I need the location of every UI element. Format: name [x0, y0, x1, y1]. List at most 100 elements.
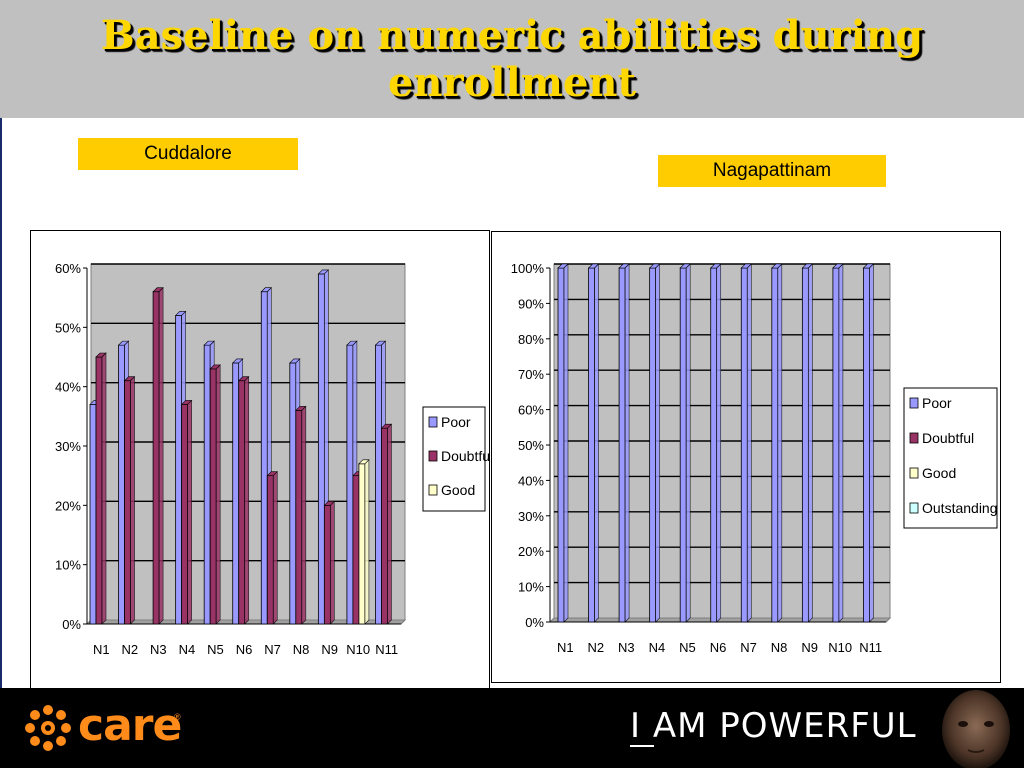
bar: [232, 362, 240, 625]
bar-side: [838, 263, 844, 623]
x-tick-label: N10: [346, 642, 370, 657]
legend-label: Doubtful: [922, 430, 974, 446]
legend-swatch: [909, 502, 919, 514]
bar: [801, 267, 809, 623]
bar: [89, 404, 97, 625]
slogan-text: I AM POWERFUL: [630, 706, 917, 746]
legend-label: Good: [441, 482, 475, 498]
slide-title: Baseline on numeric abilities during enr…: [100, 12, 924, 106]
y-tick-label: 80%: [518, 332, 544, 347]
bar: [317, 273, 325, 625]
x-tick-label: N6: [710, 640, 727, 655]
bar: [740, 267, 748, 623]
bar: [588, 267, 595, 623]
x-tick-label: N9: [801, 640, 818, 655]
legend-swatch: [909, 432, 919, 444]
bar-side: [130, 376, 135, 625]
y-tick-label: 60%: [518, 403, 544, 418]
bar: [209, 368, 217, 625]
nagapattinam-chart-frame: 0% 10% 20% 30% 40% 50% 60% 70% 80% 90% 100% N1 N2 N3 N…: [491, 231, 1001, 683]
legend-swatch: [909, 397, 919, 409]
bar: [323, 504, 331, 625]
bar-side: [244, 376, 250, 625]
y-tick-label: 0%: [525, 615, 544, 630]
bar: [358, 463, 366, 625]
legend-swatch: [428, 484, 438, 496]
x-tick-label: N10: [828, 640, 852, 655]
bar: [352, 475, 360, 625]
x-tick-label: N2: [588, 640, 605, 655]
bar-side: [808, 263, 813, 623]
x-tick-label: N6: [236, 642, 253, 657]
bar: [175, 315, 183, 625]
y-tick-label: 20%: [55, 498, 81, 513]
bar-side: [716, 263, 722, 623]
bar: [832, 267, 840, 623]
bar: [203, 344, 211, 625]
care-trademark: ®: [174, 712, 181, 722]
y-tick-label: 70%: [518, 367, 544, 382]
legend-swatch: [428, 450, 438, 462]
x-tick-label: N11: [375, 642, 398, 657]
y-tick-label: 10%: [55, 558, 81, 573]
bar: [771, 267, 779, 623]
y-tick-label: 50%: [518, 438, 544, 453]
legend-label: Poor: [441, 414, 471, 430]
nagapattinam-chart: 0% 10% 20% 30% 40% 50% 60% 70% 80% 90% 100% N1 N2 N3 N…: [511, 261, 998, 655]
bar-side: [685, 263, 691, 623]
bar: [863, 267, 870, 623]
x-tick-label: N7: [264, 642, 281, 657]
legend-swatch: [909, 467, 919, 479]
x-tick-label: N1: [557, 640, 574, 655]
legend-swatch: [428, 416, 438, 428]
x-tick-label: N8: [293, 642, 310, 657]
bar: [124, 380, 131, 625]
bar: [181, 404, 189, 625]
y-tick-label: 50%: [55, 320, 81, 335]
x-tick-label: N4: [649, 640, 666, 655]
x-tick-label: N7: [740, 640, 757, 655]
care-brand-text: care: [78, 700, 182, 751]
x-tick-label: N5: [679, 640, 696, 655]
slide-header: [0, 0, 1024, 118]
y-tick-label: 0%: [62, 617, 81, 632]
legend-label: Good: [922, 465, 956, 481]
bar-side: [215, 364, 221, 625]
cuddalore-chart-frame: 0% 10% 20% 30% 40% 50% 60% N1 N2 N3 N4 N5 N6 N7 N8 N9 N1…: [30, 230, 490, 689]
bar-side: [594, 263, 599, 623]
y-tick-label: 20%: [518, 544, 544, 559]
bar-side: [364, 459, 370, 625]
y-tick-label: 40%: [518, 473, 544, 488]
footer-bar: [0, 688, 1024, 768]
cuddalore-chart: 0% 10% 20% 30% 40% 50% 60% N1 N2 N3 N4 N5 N6 N7 N8 N9 N1…: [55, 261, 489, 657]
bar: [289, 362, 297, 625]
bar-side: [101, 352, 107, 625]
slogan-underline: [630, 745, 654, 747]
x-tick-label: N11: [859, 640, 882, 655]
bar: [710, 267, 718, 623]
legend-box: [903, 387, 998, 529]
bar: [679, 267, 687, 623]
bar-side: [869, 263, 874, 623]
bar: [266, 475, 274, 625]
bar-side: [301, 405, 307, 625]
y-tick-label: 40%: [55, 380, 81, 395]
bar: [260, 291, 268, 625]
bar-side: [272, 470, 278, 625]
legend-label: Doubtful: [441, 448, 489, 464]
bar: [118, 344, 125, 625]
y-tick-label: 30%: [518, 509, 544, 524]
x-tick-label: N3: [150, 642, 167, 657]
x-tick-label: N5: [207, 642, 224, 657]
bar: [618, 267, 626, 623]
bar: [95, 356, 103, 625]
y-tick-label: 60%: [55, 261, 81, 276]
x-tick-label: N3: [618, 640, 635, 655]
cuddalore-label: Cuddalore: [78, 138, 298, 170]
bar-side: [387, 423, 392, 625]
bar-side: [158, 287, 164, 625]
y-tick-label: 30%: [55, 439, 81, 454]
nagapattinam-label: Nagapattinam: [658, 155, 886, 187]
bar-side: [655, 263, 660, 623]
y-tick-label: 10%: [518, 580, 544, 595]
